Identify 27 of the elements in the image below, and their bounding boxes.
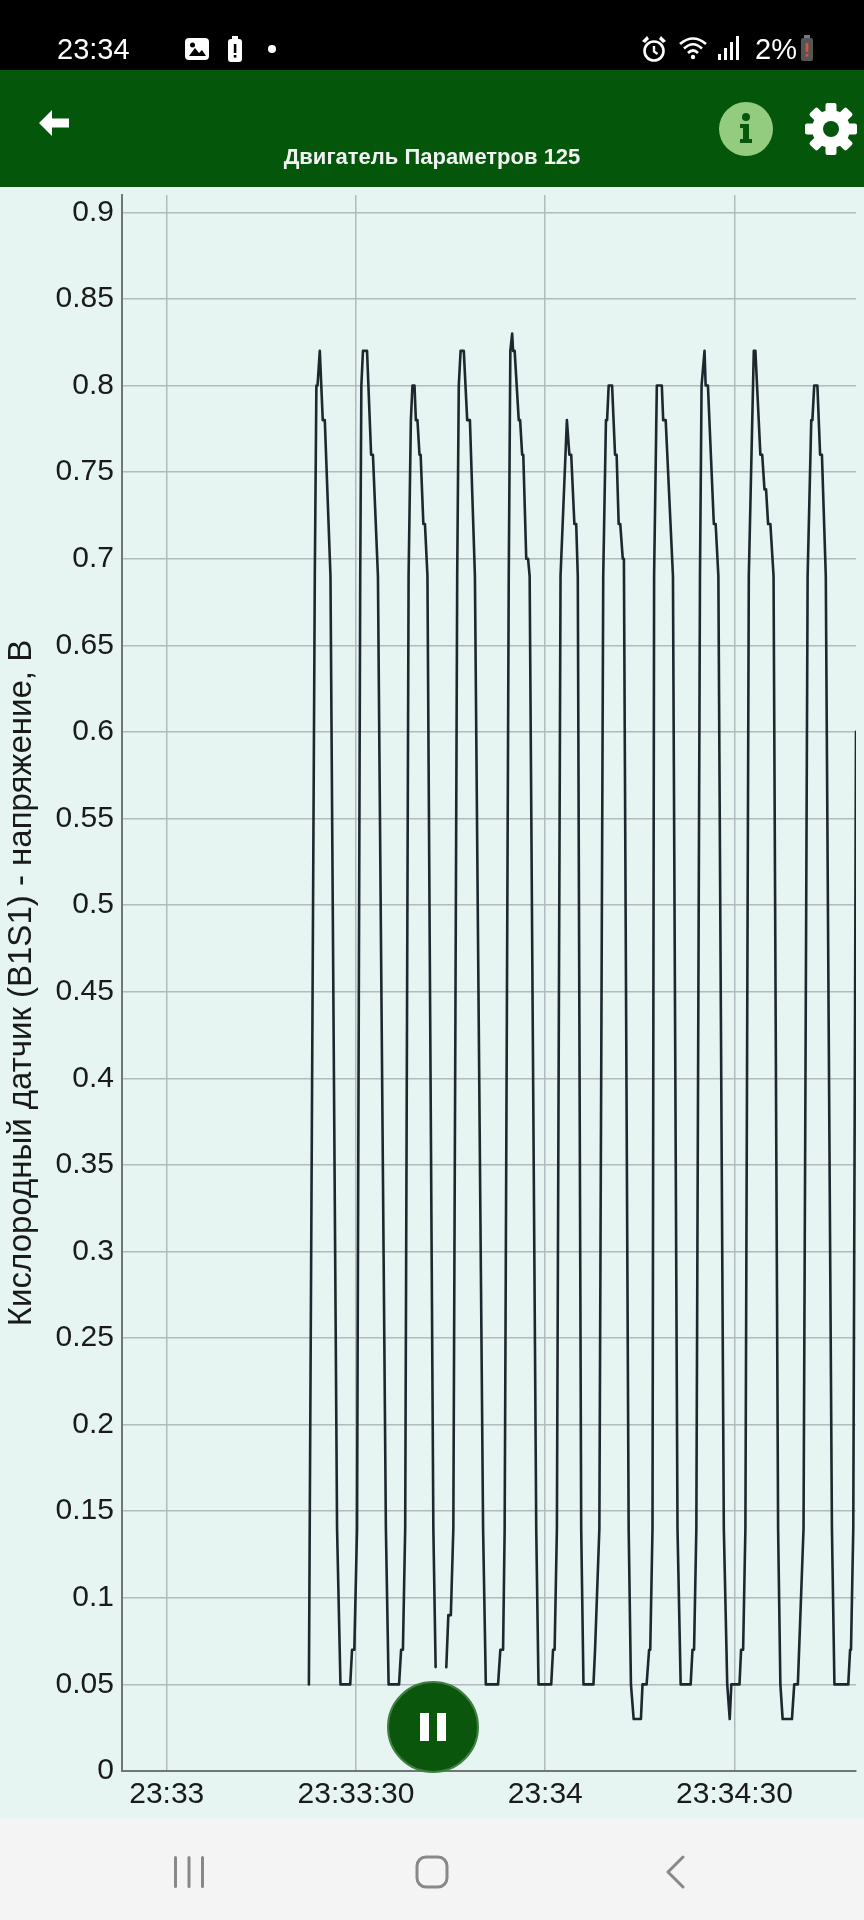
text: 23:34 xyxy=(57,32,130,66)
y-tick-label: 0.25 xyxy=(55,1319,114,1353)
y-tick-label: 0.05 xyxy=(55,1665,114,1699)
y-tick-label: 0.7 xyxy=(72,539,114,573)
x-tick-label: 23:33 xyxy=(129,1776,205,1810)
y-tick-label: 0.45 xyxy=(55,972,114,1006)
y-tick-label: 0.65 xyxy=(55,626,114,660)
y-tick-label: 0 xyxy=(97,1752,114,1786)
x-tick-label: 23:34 xyxy=(507,1776,583,1810)
y-tick-label: 0.35 xyxy=(55,1146,114,1180)
y-tick-label: 0.15 xyxy=(55,1492,114,1526)
y-tick-label: 0.1 xyxy=(72,1579,114,1613)
y-tick-label: 0.55 xyxy=(55,799,114,833)
x-tick-label: 23:34:30 xyxy=(676,1776,793,1810)
chart-subtitle: Двигатель Параметров 125 xyxy=(282,144,582,170)
y-axis-title: Кислородный датчик (B1S1) - напряжение, В xyxy=(0,639,38,1327)
y-tick-label: 0.6 xyxy=(72,713,114,747)
y-tick-label: 0.5 xyxy=(72,886,114,920)
y-tick-label: 0.2 xyxy=(72,1405,114,1439)
y-tick-label: 0.75 xyxy=(55,453,114,487)
text: 2% xyxy=(755,32,797,66)
x-tick-label: 23:33:30 xyxy=(297,1776,415,1810)
y-tick-label: 0.9 xyxy=(72,193,114,227)
y-tick-label: 0.4 xyxy=(72,1059,114,1093)
y-tick-label: 0.3 xyxy=(72,1232,114,1266)
y-tick-label: 0.85 xyxy=(55,280,114,314)
y-tick-label: 0.8 xyxy=(72,366,114,400)
